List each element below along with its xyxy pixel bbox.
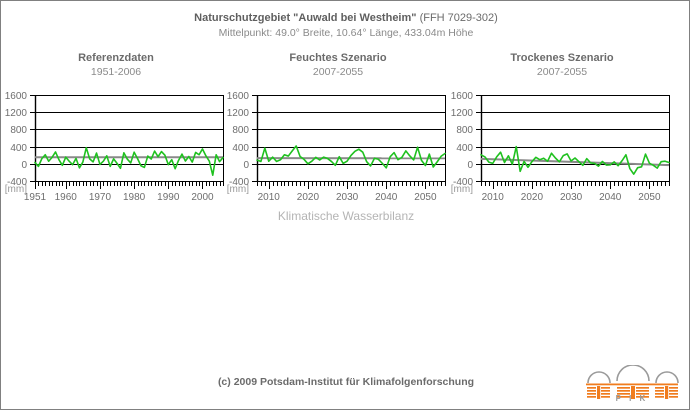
chart-panel-row: Referenzdaten 1951-2006 1600 1200 800 400 0 -…	[1, 51, 690, 211]
chart-panel-trockenes-szenario: Trockenes Szenario 2007-2055 1600 1200 800…	[447, 51, 677, 211]
chart-panel-referenzdaten: Referenzdaten 1951-2006 1600 1200 800 400 0 -…	[1, 51, 231, 211]
data-series-line	[480, 145, 670, 175]
data-series-line	[256, 145, 446, 169]
x-tick-label: 2040	[375, 192, 398, 203]
x-tick-label: 2040	[599, 192, 622, 203]
page-header: Naturschutzgebiet "Auwald bei Westheim" …	[1, 11, 690, 41]
chart-panel-feuchtes-szenario: Feuchtes Szenario 2007-2055 1600 1200 800 4…	[223, 51, 453, 211]
y-tick-label: 0	[243, 160, 249, 171]
panel-title: Trockenes Szenario	[510, 52, 614, 64]
x-tick-label: 2010	[482, 192, 505, 203]
y-tick-label: 1200	[227, 108, 250, 119]
x-axis-caption: Klimatische Wasserbilanz	[277, 209, 415, 223]
pik-logo-svg	[586, 365, 679, 399]
x-tick-label: 1960	[55, 192, 78, 203]
y-tick-label: 800	[232, 125, 249, 136]
y-axis-unit-label: [mm]	[451, 184, 473, 195]
x-tick-label: 2030	[336, 192, 359, 203]
x-tick-label: 2050	[638, 192, 661, 203]
y-tick-label: -400	[7, 177, 27, 188]
page-title: Naturschutzgebiet "Auwald bei Westheim" …	[1, 11, 690, 26]
y-tick-label: 1200	[5, 108, 28, 119]
y-tick-label: 800	[10, 125, 27, 136]
panel-subtitle: 2007-2055	[312, 66, 364, 78]
y-tick-label: 400	[456, 143, 473, 154]
data-series-line	[34, 146, 224, 176]
y-tick-label: -400	[229, 177, 249, 188]
x-tick-label: 2050	[414, 192, 437, 203]
x-tick-label: 1980	[123, 192, 146, 203]
y-tick-label: 400	[10, 143, 27, 154]
y-tick-label: 400	[232, 143, 249, 154]
x-tick-label: 1990	[157, 192, 180, 203]
copyright-text: (c) 2009 Potsdam-Institut für Klimafolge…	[217, 376, 475, 388]
panel-subtitle: 2007-2055	[536, 66, 588, 78]
y-tick-label: 1600	[227, 91, 250, 102]
x-tick-label: 1951	[24, 192, 47, 203]
page-subtitle: Mittelpunkt: 49.0° Breite, 10.64° Länge,…	[218, 27, 474, 39]
page-title-suffix: (FFH 7029-302)	[419, 12, 498, 24]
y-tick-label: 1600	[451, 91, 474, 102]
page-title-main: Naturschutzgebiet "Auwald bei Westheim"	[194, 12, 417, 24]
panel-subtitle: 1951-2006	[90, 66, 142, 78]
pik-logo	[584, 365, 680, 405]
y-tick-label: 0	[467, 160, 473, 171]
chart-svg: 1600 1200 800 400 0 -400 2010 2020 2030 2040 2050 […	[451, 91, 670, 203]
chart-svg: 1600 1200 800 400 0 -400 1951 1960 1970 1980 1990 2…	[5, 91, 224, 203]
trend-line	[480, 157, 670, 167]
chart-svg: 1600 1200 800 400 0 -400 2010 2020 2030 2040 2050 […	[227, 91, 446, 203]
x-tick-label: 2020	[297, 192, 320, 203]
plot-area: 1600 1200 800 400 0 -400 2010 2020 2030 2040 2050 […	[223, 89, 453, 211]
y-tick-label: 0	[21, 160, 27, 171]
y-tick-label: 1600	[5, 91, 28, 102]
y-tick-label: 800	[456, 125, 473, 136]
panel-title: Referenzdaten	[78, 52, 154, 64]
y-tick-label: -400	[453, 177, 473, 188]
y-tick-label: 1200	[451, 108, 474, 119]
x-tick-label: 2010	[258, 192, 281, 203]
x-tick-label: 2000	[191, 192, 214, 203]
x-tick-label: 2020	[521, 192, 544, 203]
plot-area: 1600 1200 800 400 0 -400 2010 2020 2030 2040 2050 […	[447, 89, 677, 211]
panel-title: Feuchtes Szenario	[289, 52, 387, 64]
plot-area: 1600 1200 800 400 0 -400 1951 1960 1970 1980 1990 2…	[1, 89, 231, 211]
x-tick-label: 2030	[560, 192, 583, 203]
y-axis-unit-label: [mm]	[227, 184, 249, 195]
x-tick-label: 1970	[89, 192, 112, 203]
y-axis-unit-label: [mm]	[5, 184, 27, 195]
pik-logo-caption: P I K	[615, 394, 649, 403]
